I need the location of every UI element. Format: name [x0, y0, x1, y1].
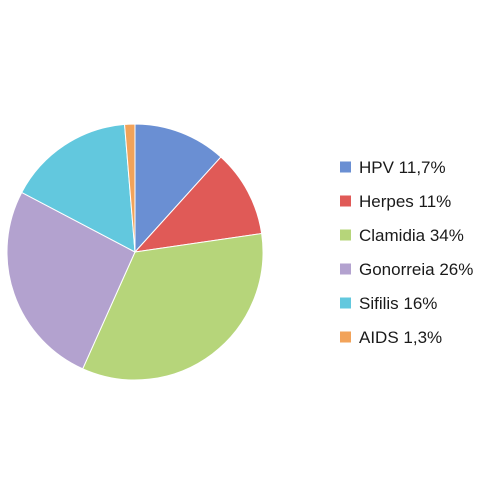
legend-swatch: [340, 331, 351, 343]
pie-slice-hpv: [134, 123, 222, 254]
pie-slice-clamidia: [82, 233, 264, 381]
legend-label: Sifilis 16%: [359, 294, 437, 313]
legend-label: AIDS 1,3%: [359, 328, 442, 347]
legend-item: AIDS 1,3%: [340, 328, 442, 347]
legend-item: HPV 11,7%: [340, 158, 446, 177]
legend-label: Clamidia 34%: [359, 226, 464, 245]
legend-swatch: [340, 229, 351, 241]
legend-item: Gonorreia 26%: [340, 260, 473, 279]
legend-swatch: [340, 195, 351, 207]
legend-item: Clamidia 34%: [340, 226, 464, 245]
legend-label: HPV 11,7%: [359, 158, 446, 177]
legend: HPV 11,7% Herpes 11% Clamidia 34% Gonorreia…: [340, 158, 473, 347]
pie-slice-gonorreia: [6, 191, 136, 370]
pie-slice-aids: [124, 123, 136, 253]
pie-slices: [6, 123, 264, 381]
pie-slice-sifilis: [21, 123, 136, 253]
legend-swatch: [340, 263, 351, 275]
legend-label: Herpes 11%: [359, 192, 451, 211]
legend-item: Sifilis 16%: [340, 294, 437, 313]
legend-label: Gonorreia 26%: [359, 260, 473, 279]
pie-slice-herpes: [133, 156, 263, 253]
legend-swatch: [340, 297, 351, 309]
legend-swatch: [340, 161, 351, 173]
legend-item: Herpes 11%: [340, 192, 451, 211]
